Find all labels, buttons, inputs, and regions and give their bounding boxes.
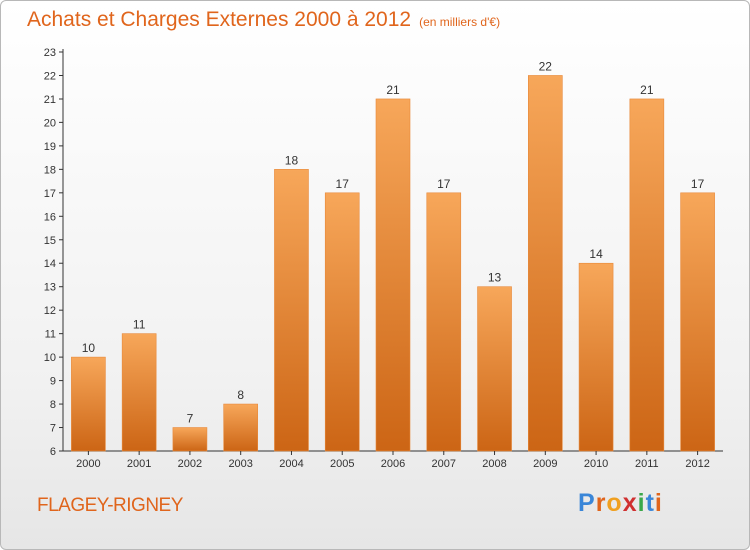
y-tick-label: 10: [44, 352, 56, 364]
bar: [680, 192, 715, 452]
logo-letter: i: [654, 489, 663, 517]
chart-title: Achats et Charges Externes 2000 à 2012 (e…: [27, 8, 500, 32]
y-tick-label: 16: [44, 211, 56, 223]
y-tick-label: 23: [44, 47, 56, 59]
bar: [578, 262, 614, 452]
bar: [375, 98, 411, 452]
x-tick-label: 2000: [76, 458, 100, 470]
bar-value-label: 7: [187, 412, 194, 426]
bar: [121, 333, 157, 452]
bar-value-label: 22: [539, 59, 553, 73]
x-tick-label: 2010: [584, 458, 608, 470]
bar-value-label: 18: [285, 153, 299, 167]
bar-value-label: 17: [437, 177, 451, 191]
y-tick-label: 14: [44, 258, 56, 270]
commune-name: FLAGEY-RIGNEY: [37, 495, 183, 516]
bar: [71, 356, 106, 452]
logo-letter: P: [578, 489, 596, 517]
y-tick-label: 20: [44, 117, 56, 129]
bar: [172, 427, 208, 452]
y-tick-label: 11: [45, 329, 56, 341]
bar-value-label: 21: [640, 83, 654, 97]
y-tick-label: 7: [50, 423, 56, 435]
bar-value-label: 17: [691, 177, 705, 191]
bar: [426, 192, 462, 452]
bar: [629, 98, 665, 452]
bar: [223, 403, 258, 452]
y-tick-label: 21: [44, 94, 56, 106]
y-tick-label: 22: [44, 70, 56, 82]
bar: [528, 75, 563, 452]
y-tick-label: 12: [44, 305, 56, 317]
logo-letter: i: [637, 489, 646, 517]
chart-title-text: Achats et Charges Externes 2000 à 2012: [27, 8, 412, 31]
y-tick-label: 18: [44, 164, 56, 176]
y-tick-label: 17: [44, 188, 56, 200]
bar-value-label: 17: [336, 177, 350, 191]
bar-value-label: 10: [82, 341, 96, 355]
bar-value-label: 11: [133, 318, 146, 332]
y-tick-label: 8: [50, 399, 56, 411]
x-tick-label: 2002: [178, 458, 202, 470]
x-tick-label: 2009: [533, 458, 557, 470]
x-tick-label: 2008: [482, 458, 506, 470]
x-tick-label: 2004: [279, 458, 303, 470]
x-tick-label: 2012: [685, 458, 709, 470]
x-tick-label: 2007: [432, 458, 456, 470]
y-tick-label: 13: [44, 282, 56, 294]
x-tick-label: 2001: [127, 458, 151, 470]
logo-letter: t: [645, 489, 655, 517]
y-tick-label: 9: [50, 376, 56, 388]
y-tick-label: 6: [50, 446, 56, 458]
chart-unit: (en milliers d'€): [419, 15, 501, 29]
bar-value-label: 14: [589, 247, 603, 261]
logo-letter: o: [606, 489, 623, 517]
bar: [274, 169, 309, 452]
y-tick-label: 15: [44, 235, 56, 247]
x-tick-label: 2005: [330, 458, 354, 470]
proxiti-logo: Proxiti: [578, 489, 663, 518]
bar-value-label: 13: [488, 271, 502, 285]
x-tick-label: 2003: [228, 458, 252, 470]
logo-letter: r: [595, 489, 607, 517]
bar: [324, 192, 360, 452]
bar: [477, 286, 512, 452]
x-tick-label: 2006: [381, 458, 405, 470]
bar-value-label: 8: [237, 388, 244, 402]
logo-letter: x: [622, 489, 638, 517]
y-tick-label: 19: [44, 141, 56, 153]
x-tick-label: 2011: [635, 458, 659, 470]
bar-value-label: 21: [386, 83, 400, 97]
